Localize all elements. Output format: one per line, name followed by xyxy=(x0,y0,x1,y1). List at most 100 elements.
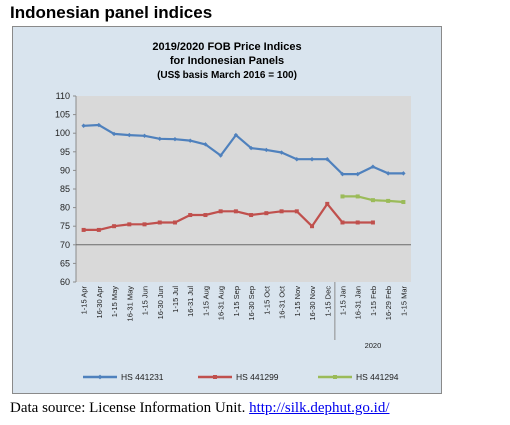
y-axis: 60 65 70 75 80 85 90 95 100 105 110 xyxy=(55,91,411,287)
data-point xyxy=(157,220,162,225)
x-tick-label: 1-15 Nov xyxy=(293,286,302,317)
chart-title-line-1: 2019/2020 FOB Price Indices xyxy=(152,41,301,53)
x-tick-label: 16-31 Aug xyxy=(217,286,226,320)
data-point xyxy=(370,164,376,169)
data-point xyxy=(81,227,86,232)
data-point xyxy=(188,213,193,218)
x-tick-label: 1-15 Sep xyxy=(232,286,241,316)
data-point xyxy=(142,222,147,227)
data-point xyxy=(279,150,284,155)
x-tick-label: 1-15 Jun xyxy=(141,286,150,315)
series-2 xyxy=(81,201,375,232)
series-line xyxy=(83,202,373,231)
legend-marker xyxy=(97,374,103,380)
data-point xyxy=(172,220,177,225)
legend-label: HS 441299 xyxy=(236,372,279,382)
data-source: Data source: License Information Unit. h… xyxy=(10,400,390,417)
data-point xyxy=(340,194,345,199)
x-tick-label: 16-30 Sep xyxy=(247,286,256,321)
data-point xyxy=(370,198,375,203)
legend-marker xyxy=(213,375,217,379)
series-3 xyxy=(340,194,406,205)
legend-label: HS 441231 xyxy=(121,372,164,382)
price-index-chart: 2019/2020 FOB Price Indices for Indonesia… xyxy=(55,41,411,382)
data-point xyxy=(172,136,178,142)
y-tick-label: 70 xyxy=(60,240,70,250)
x-tick-label: 1-15 May xyxy=(110,286,119,318)
data-point xyxy=(127,132,132,138)
data-point xyxy=(218,153,223,158)
y-tick-label: 95 xyxy=(60,147,70,157)
data-point xyxy=(264,211,269,216)
data-point xyxy=(370,220,375,225)
data-point xyxy=(233,209,238,214)
data-point xyxy=(310,224,315,229)
data-point xyxy=(294,157,299,162)
data-point xyxy=(188,138,193,143)
data-point xyxy=(279,209,284,214)
plot-area xyxy=(76,96,411,282)
x-tick-label: 1-15 Jul xyxy=(171,286,180,313)
y-tick-label: 60 xyxy=(60,277,70,287)
data-point xyxy=(401,171,406,176)
data-point xyxy=(218,209,223,214)
y-tick-label: 105 xyxy=(55,110,70,120)
legend-item-3: HS 441294 xyxy=(318,372,399,382)
data-point xyxy=(203,213,208,218)
data-point xyxy=(294,209,299,214)
data-point xyxy=(81,123,86,128)
series-layer xyxy=(81,122,406,232)
y-tick-label: 100 xyxy=(55,128,70,138)
data-point xyxy=(249,213,254,218)
data-point xyxy=(142,133,147,139)
x-tick-label: 1-15 Mar xyxy=(399,286,408,317)
data-point xyxy=(233,132,239,138)
data-point xyxy=(157,136,162,141)
x-tick-label: 1-15 Dec xyxy=(323,286,332,317)
x-tick-label: 16-31 Oct xyxy=(278,285,287,319)
data-point xyxy=(355,194,360,199)
y-tick-label: 75 xyxy=(60,221,70,231)
source-text: Data source: License Information Unit. xyxy=(10,400,250,416)
source-link[interactable]: http://silk.dephut.go.id/ xyxy=(249,400,390,416)
page-title: Indonesian panel indices xyxy=(10,3,213,22)
legend-label: HS 441294 xyxy=(356,372,399,382)
x-tick-label: 16-31 May xyxy=(125,286,134,322)
x-tick-label: 16-31 Jan xyxy=(354,286,363,319)
data-point xyxy=(385,171,391,176)
data-point xyxy=(340,171,345,177)
group-label: 2020 xyxy=(365,341,382,350)
data-point xyxy=(340,220,345,225)
x-tick-label: 1-15 Jan xyxy=(338,286,347,315)
data-point xyxy=(355,220,360,225)
chart-title-line-3: (US$ basis March 2016 = 100) xyxy=(157,70,297,81)
legend-item-2: HS 441299 xyxy=(198,372,279,382)
x-tick-label: 16-29 Feb xyxy=(384,286,393,320)
data-point xyxy=(325,201,330,206)
x-tick-label: 16-30 Jun xyxy=(156,286,165,319)
data-point xyxy=(203,142,208,147)
x-tick-label: 16-31 Jul xyxy=(186,286,195,317)
y-tick-label: 110 xyxy=(56,91,70,101)
chart-frame: 2019/2020 FOB Price Indices for Indonesia… xyxy=(12,26,442,394)
x-tick-label: 1-15 Aug xyxy=(201,286,210,316)
series-1 xyxy=(81,122,406,177)
data-point xyxy=(96,122,102,128)
x-tick-label: 1-15 Oct xyxy=(262,285,271,315)
legend: HS 441231 HS 441299 HS 441294 xyxy=(83,372,399,382)
series-line xyxy=(83,123,404,176)
data-point xyxy=(96,227,101,232)
y-tick-label: 90 xyxy=(60,165,70,175)
data-point xyxy=(325,157,330,162)
data-point xyxy=(248,145,254,151)
legend-marker xyxy=(333,375,337,379)
data-point xyxy=(309,157,315,162)
data-point xyxy=(386,198,391,203)
data-point xyxy=(112,224,117,229)
chart-title: 2019/2020 FOB Price Indices for Indonesia… xyxy=(152,41,301,81)
x-axis: 1-15 Apr 16-30 Apr 1-15 May 16-31 May 1-15 J… xyxy=(80,282,408,350)
data-point xyxy=(355,171,360,177)
data-point xyxy=(401,200,406,205)
x-tick-label: 16-30 Apr xyxy=(95,286,104,319)
chart-title-line-2: for Indonesian Panels xyxy=(170,55,284,67)
